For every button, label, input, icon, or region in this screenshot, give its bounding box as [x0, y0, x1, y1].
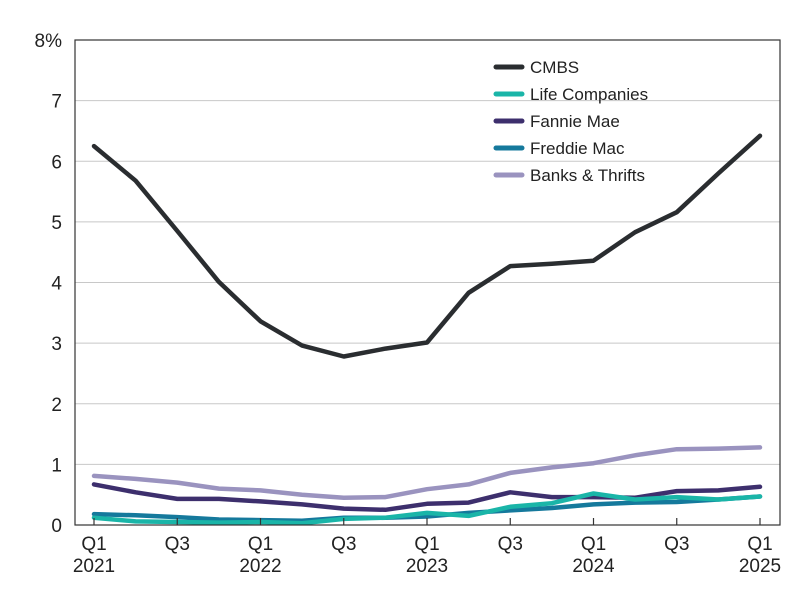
grid-lines [75, 100, 780, 465]
x-tick-year-12: 2024 [572, 556, 615, 577]
series-line-fannie-mae [91, 482, 763, 513]
legend-label-cmbs: CMBS [530, 58, 579, 77]
x-tick-label-10: Q3 [498, 534, 523, 555]
x-tick-label-12: Q1 [581, 534, 606, 555]
x-tick-label-6: Q3 [331, 534, 356, 555]
legend-label-fannie-mae: Fannie Mae [530, 112, 620, 131]
series-line-cmbs [91, 133, 763, 359]
legend: CMBS Life Companies Fannie Mae Freddie Mac B… [493, 58, 648, 185]
y-tick-label-5: 5 [51, 213, 62, 234]
legend-label-freddie-mac: Freddie Mac [530, 139, 625, 158]
series-lines [91, 133, 763, 526]
x-tick-label-16: Q1 [747, 534, 772, 555]
series-line-life-companies [91, 491, 763, 526]
y-tick-label-6: 6 [51, 152, 62, 173]
series-line-freddie-mac [91, 494, 763, 524]
y-tick-label-7: 7 [51, 92, 62, 113]
y-axis-ticks: 0 1 2 3 4 5 6 7 8% [35, 31, 63, 537]
x-tick-label-4: Q1 [248, 534, 273, 555]
y-tick-label-4: 4 [51, 274, 62, 295]
x-tick-year-0: 2021 [73, 556, 115, 577]
y-tick-label-2: 2 [51, 395, 62, 416]
series-line-banks-thrifts [91, 445, 763, 500]
y-tick-label-0: 0 [51, 516, 62, 537]
x-tick-year-8: 2023 [406, 556, 448, 577]
x-tick-year-4: 2022 [239, 556, 281, 577]
x-tick-label-14: Q3 [664, 534, 689, 555]
y-tick-label-1: 1 [51, 455, 62, 476]
y-tick-label-3: 3 [51, 334, 62, 355]
legend-label-banks-thrifts: Banks & Thrifts [530, 166, 645, 185]
y-tick-label-8: 8% [35, 31, 63, 52]
x-tick-label-2: Q3 [165, 534, 190, 555]
legend-label-life-companies: Life Companies [530, 85, 648, 104]
x-tick-year-16: 2025 [739, 556, 781, 577]
x-tick-label-0: Q1 [81, 534, 106, 555]
x-tick-label-8: Q1 [414, 534, 439, 555]
